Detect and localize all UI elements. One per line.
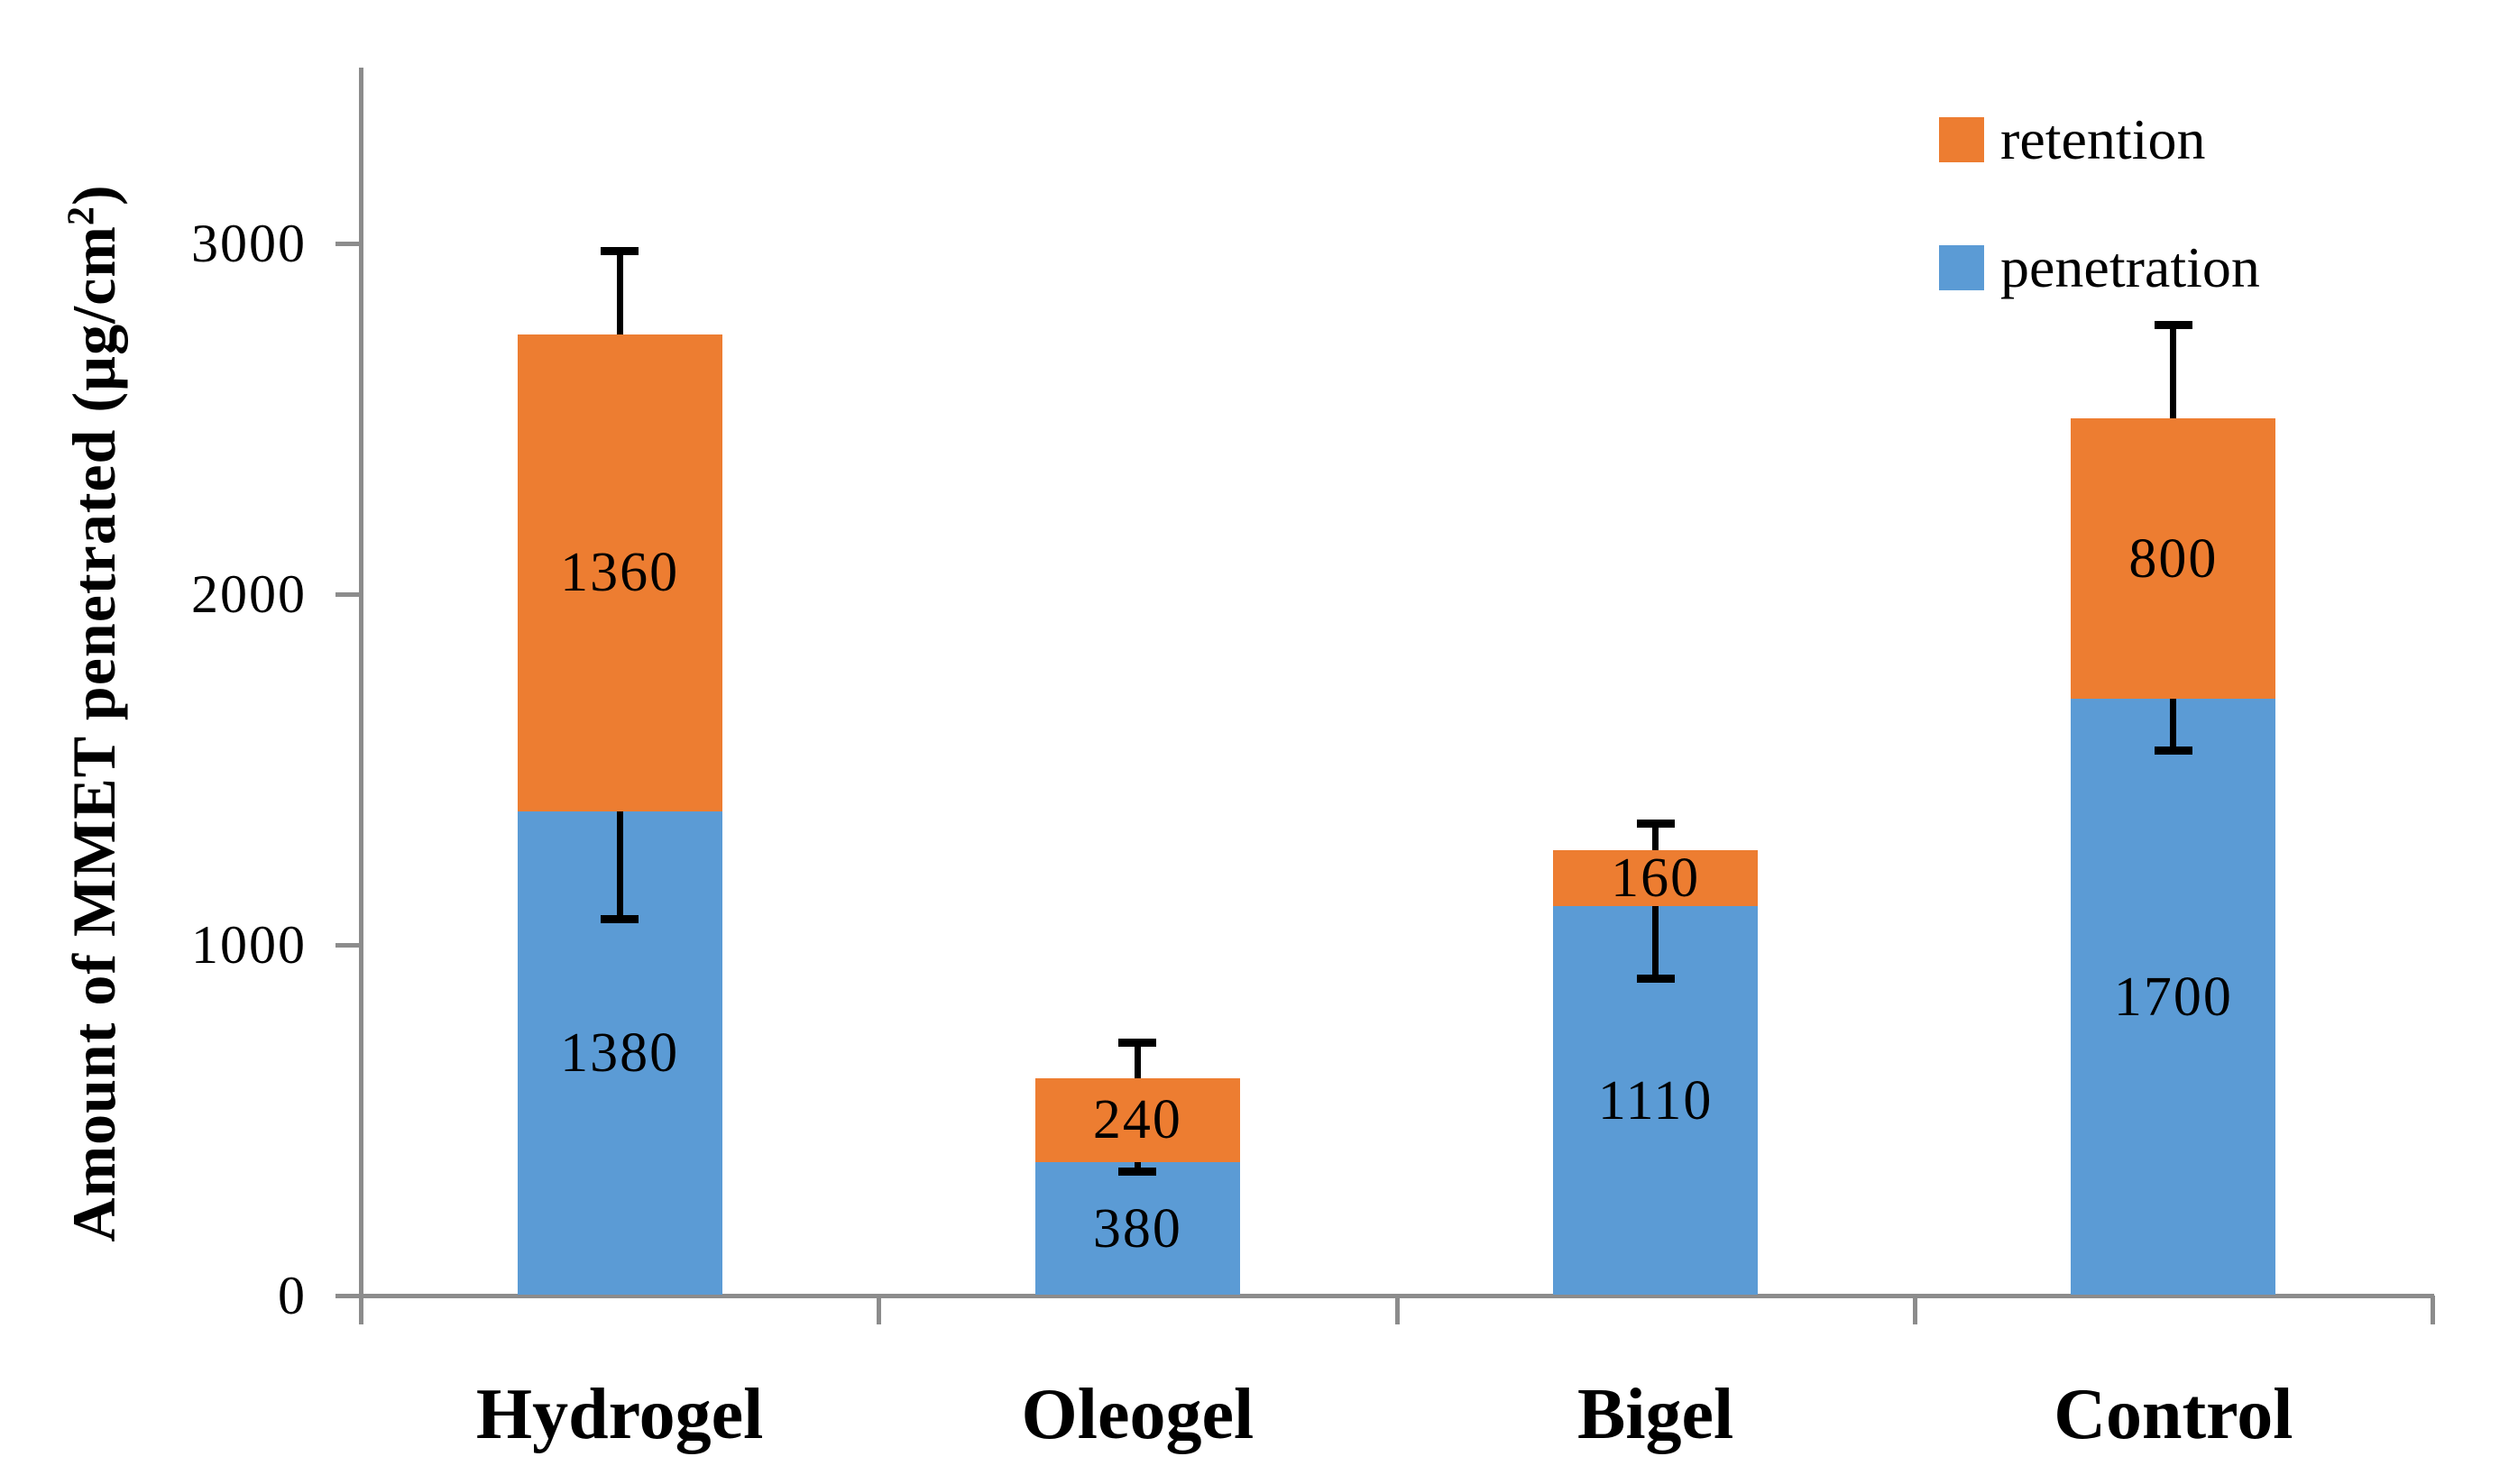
error-bar-cap (2154, 746, 2192, 755)
legend: retention penetration (1939, 108, 2260, 364)
bar-segment-penetration (2071, 699, 2276, 1295)
error-bar-whisker (1134, 1162, 1141, 1169)
bar-segment-retention (2071, 418, 2276, 700)
error-bar-cap (1118, 1038, 1157, 1047)
retention-value-label: 240 (1092, 1089, 1182, 1151)
error-bar-whisker (2170, 326, 2177, 419)
error-bar-whisker (616, 811, 623, 917)
y-tick-mark (335, 591, 359, 597)
x-category-label: Hydrogel (475, 1375, 764, 1454)
category-tick-mark (877, 1296, 882, 1324)
error-bar-cap (601, 247, 639, 256)
penetration-value-label: 1380 (560, 1022, 680, 1085)
penetration-legend-swatch-icon (1939, 245, 1984, 290)
retention-label-box: 800 (2071, 418, 2275, 699)
error-bar-whisker (2170, 699, 2177, 748)
retention-legend-swatch-icon (1939, 117, 1984, 162)
error-bar-whisker (1652, 906, 1659, 976)
x-category-label: Oleogel (1021, 1375, 1254, 1454)
error-bar-cap (1118, 1167, 1157, 1176)
bar-segment-retention (517, 334, 722, 811)
y-tick-label: 1000 (191, 914, 307, 975)
bar-segment-retention (1034, 1077, 1240, 1163)
bar-segment-penetration (1034, 1162, 1240, 1295)
retention-label-box: 1360 (518, 334, 722, 811)
error-bar-cap (1636, 819, 1675, 828)
y-tick-mark (335, 241, 359, 246)
penetration-label-box: 380 (1035, 1162, 1240, 1296)
error-bar-whisker (1652, 825, 1659, 850)
retention-value-label: 160 (1611, 847, 1701, 909)
retention-label-box: 160 (1553, 850, 1758, 906)
y-axis-title-suffix: ) (60, 184, 128, 206)
legend-item-retention: retention (1939, 108, 2260, 171)
y-tick-label: 2000 (191, 563, 307, 624)
y-tick-mark (335, 942, 359, 948)
category-tick-mark (359, 1296, 363, 1324)
penetration-value-label: 1700 (2113, 966, 2233, 1029)
retention-value-label: 1360 (560, 542, 680, 604)
penetration-label-box: 1700 (2071, 699, 2275, 1296)
x-category-label: Bigel (1576, 1375, 1734, 1454)
legend-label: retention (2000, 107, 2206, 171)
error-bar-whisker (1134, 1044, 1141, 1078)
error-bar-whisker (616, 253, 623, 334)
category-tick-mark (1912, 1296, 1917, 1324)
y-tick-mark (335, 1294, 359, 1298)
error-bar-cap (601, 914, 639, 923)
error-bar-cap (1636, 974, 1675, 983)
category-tick-mark (1394, 1296, 1400, 1324)
legend-item-penetration: penetration (1939, 236, 2260, 299)
penetration-label-box: 1380 (518, 811, 722, 1296)
legend-label: penetration (2000, 235, 2260, 299)
penetration-value-label: 380 (1092, 1198, 1182, 1260)
bar-segment-retention (1553, 849, 1759, 907)
category-tick-mark (2431, 1296, 2435, 1324)
retention-label-box: 240 (1035, 1078, 1240, 1162)
error-bar-cap (2154, 320, 2192, 329)
penetration-value-label: 1110 (1597, 1070, 1714, 1132)
penetration-label-box: 1110 (1553, 906, 1758, 1296)
y-axis-title-text: Amount of MMET penetrated (µg/cm (60, 225, 128, 1242)
retention-value-label: 800 (2128, 527, 2219, 590)
y-axis-line (359, 68, 363, 1324)
x-category-label: Control (2054, 1375, 2293, 1454)
y-tick-label: 0 (278, 1266, 307, 1325)
y-tick-label: 3000 (191, 213, 307, 273)
